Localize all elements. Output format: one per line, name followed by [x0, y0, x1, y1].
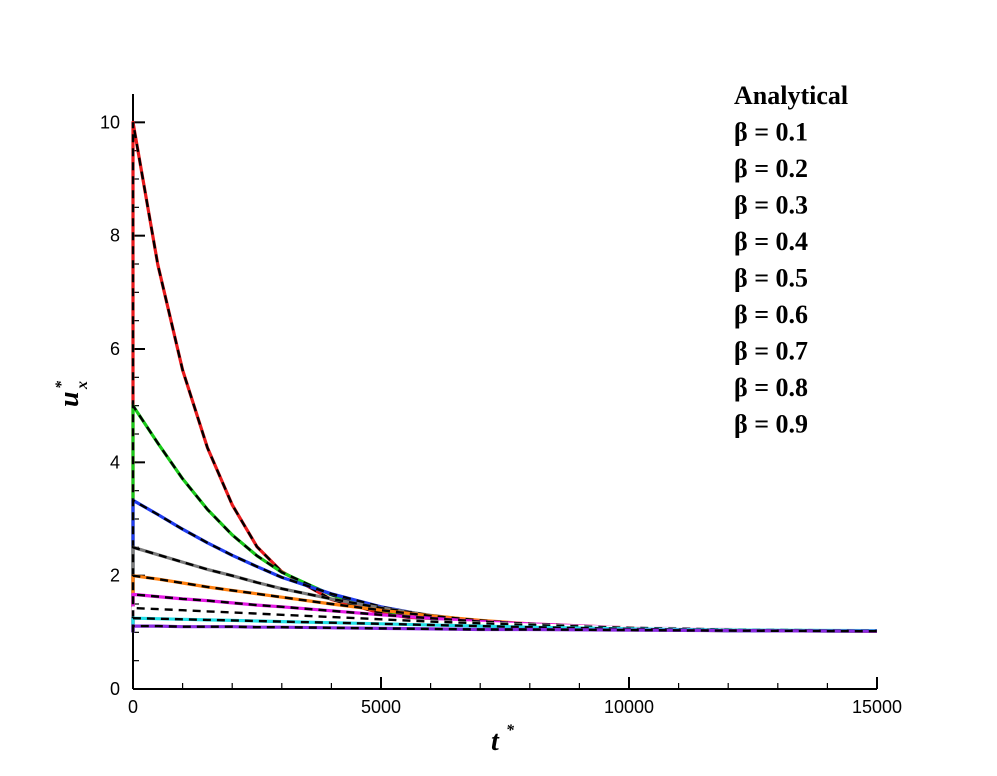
- legend-entry: Analytical: [734, 81, 848, 110]
- legend-entry: β = 0.2: [734, 154, 808, 183]
- y-axis-title-sub: x: [74, 381, 91, 390]
- analytical-dashed-line: [131, 401, 878, 633]
- legend-entry: β = 0.5: [734, 264, 808, 293]
- y-tick-label: 0: [110, 679, 120, 699]
- analytical-dashed-line: [131, 624, 878, 633]
- y-tick-label: 6: [110, 339, 120, 359]
- analytical-dashed-line: [131, 593, 878, 633]
- legend-entry: β = 0.9: [734, 410, 808, 439]
- x-axis-title-sup: *: [506, 722, 515, 739]
- y-tick-label: 10: [100, 112, 120, 132]
- y-tick-label: 8: [110, 226, 120, 246]
- x-tick-label: 0: [128, 697, 138, 717]
- x-axis-title: t: [491, 726, 500, 757]
- y-axis-title-sup: *: [53, 380, 70, 389]
- x-tick-label: 10000: [604, 697, 654, 717]
- x-tick-label: 15000: [852, 697, 902, 717]
- series-line: [131, 404, 878, 633]
- legend-entry: β = 0.1: [734, 118, 808, 147]
- legend-entry: β = 0.7: [734, 337, 808, 366]
- x-tick-label: 5000: [361, 697, 401, 717]
- y-axis-title: u: [54, 391, 85, 407]
- legend-entry: β = 0.8: [734, 373, 808, 402]
- legend-entry: β = 0.6: [734, 300, 808, 329]
- y-axis-title-group: u x *: [53, 380, 91, 407]
- tick-labels: 0 5000 10000 15000 0 2 4 6 8 10: [100, 112, 902, 717]
- legend-entry: β = 0.4: [734, 227, 808, 256]
- series-group: [131, 120, 878, 633]
- analytical-dashed-line: [131, 606, 878, 633]
- y-tick-label: 4: [110, 452, 120, 472]
- analytical-dashed-line: [131, 616, 878, 633]
- legend: Analytical β = 0.1 β = 0.2 β = 0.3 β = 0.4 β …: [734, 81, 848, 439]
- y-tick-label: 2: [110, 566, 120, 586]
- legend-entry: β = 0.3: [734, 191, 808, 220]
